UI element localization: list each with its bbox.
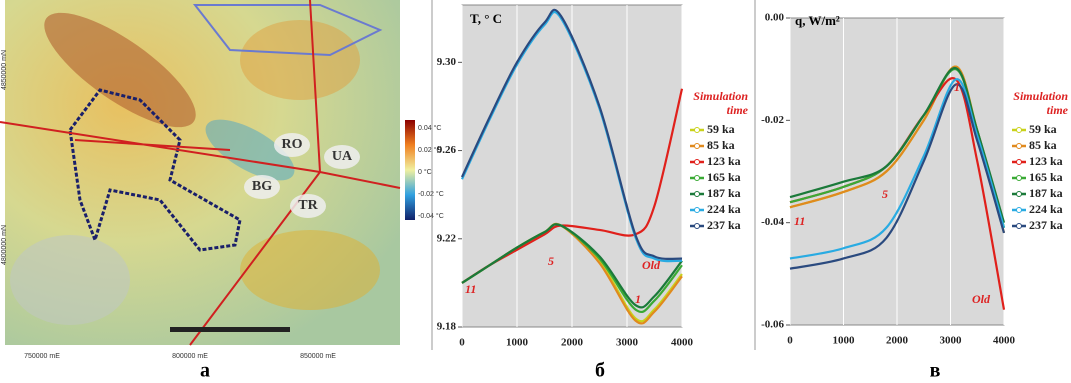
chart-title: q, W/m² <box>795 13 840 28</box>
x-tick-label: 2000 <box>561 337 584 349</box>
map-blob <box>10 235 130 325</box>
legend-label: 187 ka <box>707 186 741 200</box>
legend-marker <box>695 176 700 181</box>
map-blob <box>240 20 360 100</box>
legend-marker <box>695 160 700 165</box>
panel-label: б <box>595 360 605 382</box>
y-tick-label: 9.18 <box>437 321 457 333</box>
legend-marker <box>1017 192 1022 197</box>
legend-label: 224 ka <box>1029 202 1063 216</box>
legend-marker <box>1017 144 1022 149</box>
figure: ROUABGTR750000 mE800000 mE850000 mE48500… <box>0 0 1071 383</box>
region-label: BG <box>252 179 272 194</box>
legend-label: 237 ka <box>707 218 741 232</box>
annotation: 1 <box>954 80 960 94</box>
legend-title: Simulation <box>693 89 748 103</box>
legend-marker <box>1017 160 1022 165</box>
x-tick-label: 1000 <box>506 337 529 349</box>
map-y-label: 4850000 mN <box>1 50 8 90</box>
map-x-label: 750000 mE <box>24 353 60 360</box>
annotation: 5 <box>882 187 888 201</box>
legend-marker <box>695 224 700 229</box>
legend-label: 165 ka <box>707 170 741 184</box>
legend-marker <box>695 208 700 213</box>
y-tick-label: 9.26 <box>437 144 457 156</box>
y-tick-label: -0.02 <box>761 114 784 126</box>
legend-marker <box>695 144 700 149</box>
y-tick-label: 0.00 <box>765 12 785 24</box>
map-y-label: 4800000 mN <box>1 225 8 265</box>
chart-title: T, ° C <box>470 11 502 26</box>
legend-title: Simulation <box>1013 89 1068 103</box>
x-tick-label: 2000 <box>886 335 909 347</box>
colorbar-label: 0 °C <box>418 168 432 176</box>
legend-label: 187 ka <box>1029 186 1063 200</box>
legend-marker <box>695 192 700 197</box>
annotation: Old <box>642 258 661 272</box>
legend-marker <box>1017 128 1022 133</box>
x-tick-label: 0 <box>459 337 465 349</box>
legend-label: 85 ka <box>707 138 735 152</box>
colorbar-label: -0.04 °C <box>418 212 444 220</box>
colorbar-label: -0.02 °C <box>418 190 444 198</box>
annotation: Old <box>972 292 991 306</box>
legend-marker <box>695 128 700 133</box>
legend-label: 237 ka <box>1029 218 1063 232</box>
y-tick-label: 9.30 <box>437 56 457 68</box>
panel-label: а <box>200 360 210 382</box>
map-blob <box>240 230 380 310</box>
legend-label: 123 ka <box>1029 154 1063 168</box>
legend-label: 165 ka <box>1029 170 1063 184</box>
map-scale <box>170 327 290 332</box>
legend-label: 59 ka <box>707 122 735 136</box>
x-tick-label: 1000 <box>833 335 856 347</box>
x-tick-label: 3000 <box>940 335 963 347</box>
x-tick-label: 4000 <box>671 337 694 349</box>
legend-title: time <box>1047 103 1069 117</box>
panel-label: в <box>930 360 941 382</box>
annotation: 11 <box>465 282 476 296</box>
annotation: 5 <box>548 254 554 268</box>
y-tick-label: -0.04 <box>761 216 784 228</box>
annotation: 11 <box>794 214 805 228</box>
legend-label: 85 ka <box>1029 138 1057 152</box>
legend-title: time <box>727 103 749 117</box>
x-tick-label: 0 <box>787 335 793 347</box>
region-label: RO <box>282 137 303 152</box>
legend-label: 224 ka <box>707 202 741 216</box>
legend-label: 59 ka <box>1029 122 1057 136</box>
colorbar <box>405 120 415 220</box>
legend-marker <box>1017 224 1022 229</box>
annotation: 1 <box>635 292 641 306</box>
y-tick-label: 9.22 <box>437 232 457 244</box>
region-label: UA <box>332 149 353 164</box>
legend-marker <box>1017 208 1022 213</box>
x-tick-label: 3000 <box>616 337 639 349</box>
region-label: TR <box>298 198 318 213</box>
legend-marker <box>1017 176 1022 181</box>
map-x-label: 850000 mE <box>300 353 336 360</box>
colorbar-label: 0.04 °C <box>418 124 441 132</box>
map <box>0 0 415 345</box>
y-tick-label: -0.06 <box>761 319 784 331</box>
legend-label: 123 ka <box>707 154 741 168</box>
x-tick-label: 4000 <box>993 335 1016 347</box>
